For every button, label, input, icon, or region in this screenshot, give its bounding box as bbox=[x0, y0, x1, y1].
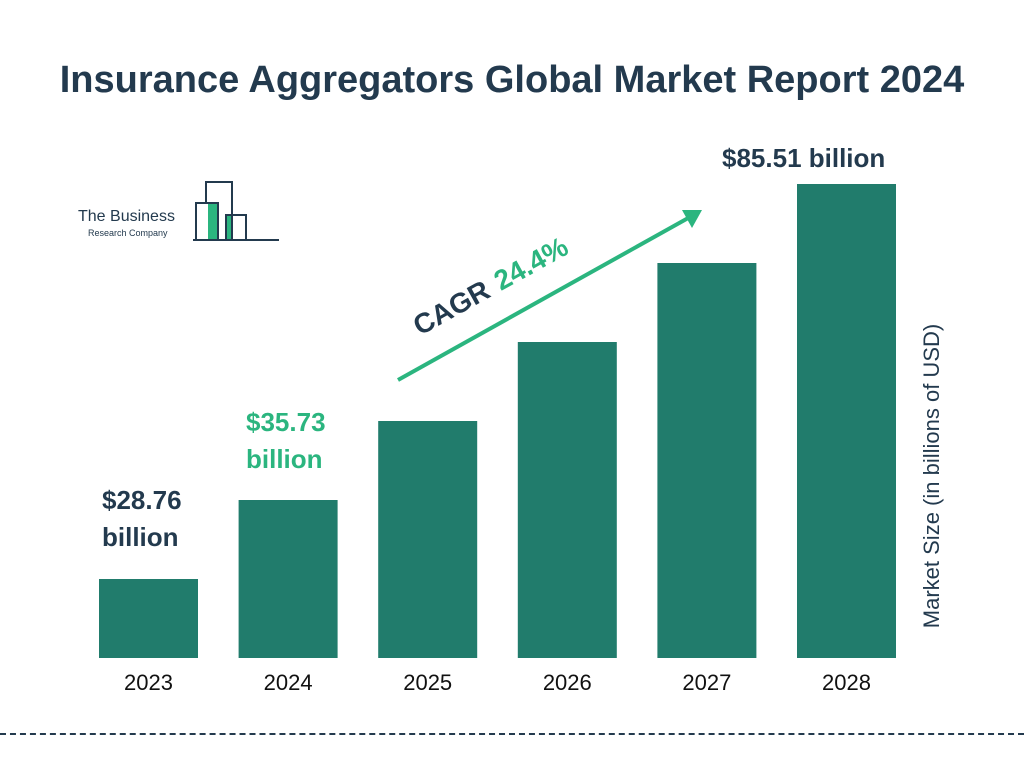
logo-icon: The Business Research Company bbox=[78, 181, 279, 241]
data-label-2023: $28.76 billion bbox=[102, 485, 182, 552]
bar-2023 bbox=[99, 579, 198, 658]
bar-2028 bbox=[797, 184, 896, 658]
x-tick-label: 2024 bbox=[264, 670, 313, 695]
bar-2024 bbox=[238, 500, 338, 658]
data-label-2024: $35.73 billion bbox=[246, 407, 326, 474]
logo-line2: Research Company bbox=[88, 228, 168, 238]
x-tick-label: 2025 bbox=[403, 670, 452, 695]
svg-text:CAGR24.4%: CAGR24.4% bbox=[408, 231, 573, 341]
y-axis-label: Market Size (in billions of USD) bbox=[919, 323, 944, 629]
logo-line1: The Business bbox=[78, 208, 175, 225]
cagr-value: 24.4% bbox=[489, 231, 574, 297]
bar-2026 bbox=[517, 342, 617, 658]
x-tick-label: 2026 bbox=[543, 670, 592, 695]
chart-title: Insurance Aggregators Global Market Repo… bbox=[59, 59, 965, 101]
cagr-arrow bbox=[397, 210, 702, 382]
x-tick-label: 2027 bbox=[682, 670, 731, 695]
bar-2027 bbox=[657, 263, 757, 658]
divider bbox=[0, 733, 1024, 735]
x-tick-label: 2028 bbox=[822, 670, 871, 695]
data-label-2028: $85.51 billion bbox=[722, 143, 886, 173]
x-tick-label: 2023 bbox=[124, 670, 173, 695]
bar-2025 bbox=[378, 421, 478, 658]
